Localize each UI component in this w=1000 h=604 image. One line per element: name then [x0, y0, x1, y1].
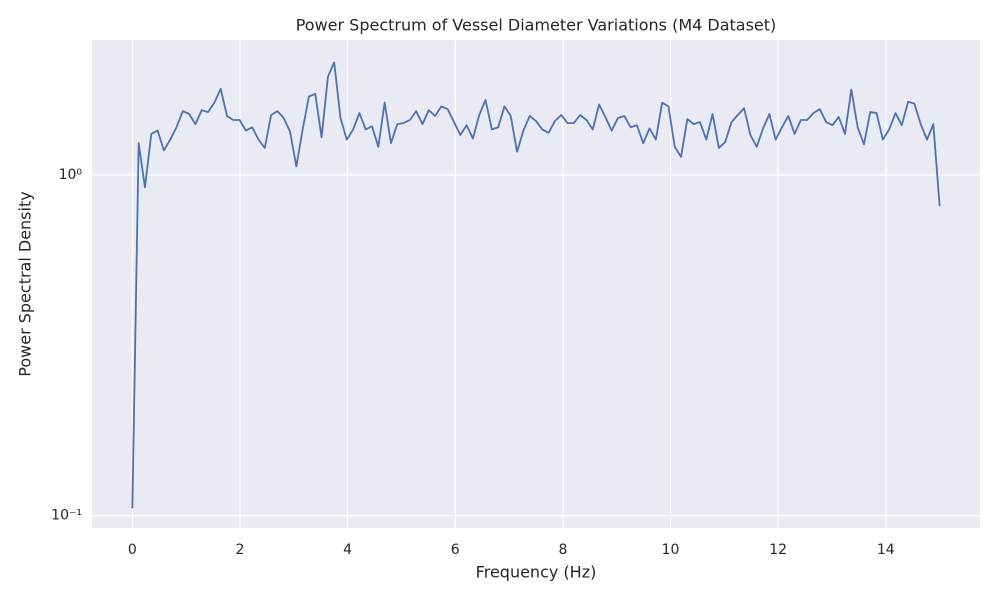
x-tick-label: 8	[558, 542, 567, 558]
x-tick-label: 10	[662, 542, 680, 558]
x-tick-label: 12	[769, 542, 787, 558]
x-tick-label: 14	[877, 542, 895, 558]
x-tick-label: 4	[343, 542, 352, 558]
x-tick-label: 6	[451, 542, 460, 558]
x-tick-label: 0	[128, 542, 137, 558]
plot-area	[92, 40, 980, 528]
x-axis-label: Frequency (Hz)	[476, 563, 597, 582]
y-tick-label: 10⁰	[59, 167, 83, 183]
data-line	[131, 61, 941, 509]
x-tick-label: 2	[236, 542, 245, 558]
chart-title: Power Spectrum of Vessel Diameter Variat…	[296, 16, 777, 35]
y-tick-label: 10⁻¹	[51, 508, 82, 524]
y-axis-label: Power Spectral Density	[16, 191, 35, 376]
